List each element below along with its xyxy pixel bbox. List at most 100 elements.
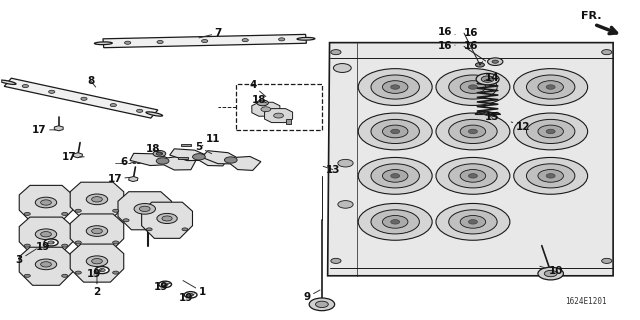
Text: 16: 16 <box>464 41 479 52</box>
Circle shape <box>514 69 588 105</box>
Polygon shape <box>181 144 191 146</box>
Circle shape <box>61 244 68 247</box>
Ellipse shape <box>146 112 163 116</box>
Circle shape <box>113 241 119 244</box>
Circle shape <box>75 209 81 212</box>
Text: 16: 16 <box>438 41 455 51</box>
Circle shape <box>113 271 119 274</box>
Circle shape <box>391 220 399 224</box>
Circle shape <box>383 125 408 138</box>
Circle shape <box>182 228 188 231</box>
Circle shape <box>338 159 353 167</box>
Circle shape <box>92 197 102 202</box>
Circle shape <box>538 125 563 138</box>
Circle shape <box>153 150 166 157</box>
Circle shape <box>468 220 477 224</box>
Circle shape <box>161 219 166 222</box>
Circle shape <box>225 157 237 163</box>
Circle shape <box>113 209 119 212</box>
Circle shape <box>449 119 497 143</box>
Text: 19: 19 <box>179 293 195 303</box>
Polygon shape <box>118 192 172 230</box>
Circle shape <box>86 256 108 267</box>
Text: 18: 18 <box>252 95 267 105</box>
Circle shape <box>81 97 87 100</box>
Polygon shape <box>178 157 188 159</box>
Polygon shape <box>130 153 196 170</box>
Polygon shape <box>19 217 73 255</box>
Circle shape <box>316 301 328 308</box>
Circle shape <box>333 64 351 72</box>
Text: 8: 8 <box>87 76 96 87</box>
Polygon shape <box>264 108 292 123</box>
Polygon shape <box>54 126 63 131</box>
Circle shape <box>468 129 477 134</box>
Circle shape <box>546 174 555 178</box>
Circle shape <box>538 81 563 93</box>
Circle shape <box>436 113 510 150</box>
Polygon shape <box>202 151 261 171</box>
Text: 2: 2 <box>93 268 100 297</box>
Circle shape <box>358 113 432 150</box>
Circle shape <box>492 60 499 63</box>
Circle shape <box>371 210 419 234</box>
Ellipse shape <box>297 37 315 40</box>
Text: 1: 1 <box>183 281 205 297</box>
Text: 19: 19 <box>154 282 170 292</box>
Circle shape <box>468 174 477 178</box>
Polygon shape <box>4 78 158 118</box>
Text: 6: 6 <box>121 156 140 167</box>
Circle shape <box>449 75 497 99</box>
Circle shape <box>449 210 497 234</box>
Text: 5: 5 <box>195 142 212 154</box>
Text: 13: 13 <box>323 164 340 174</box>
Circle shape <box>48 241 54 244</box>
Text: 19: 19 <box>36 242 54 252</box>
Circle shape <box>460 215 486 228</box>
Polygon shape <box>129 177 138 181</box>
Circle shape <box>309 298 335 311</box>
Circle shape <box>125 41 131 44</box>
Circle shape <box>193 154 205 160</box>
Circle shape <box>383 81 408 93</box>
Polygon shape <box>286 119 291 124</box>
Polygon shape <box>170 149 229 166</box>
Text: FR.: FR. <box>580 11 601 21</box>
Circle shape <box>147 228 152 231</box>
Circle shape <box>184 292 197 298</box>
Circle shape <box>358 157 432 194</box>
Circle shape <box>527 75 575 99</box>
Circle shape <box>391 85 399 89</box>
Circle shape <box>460 125 486 138</box>
Polygon shape <box>328 43 613 276</box>
Circle shape <box>95 267 109 274</box>
Circle shape <box>602 258 612 263</box>
Circle shape <box>75 271 81 274</box>
Circle shape <box>527 119 575 143</box>
Circle shape <box>538 267 563 280</box>
Circle shape <box>22 84 28 88</box>
Circle shape <box>92 259 102 264</box>
Circle shape <box>481 76 494 82</box>
Text: 18: 18 <box>146 144 162 154</box>
Circle shape <box>49 90 55 93</box>
Circle shape <box>338 201 353 208</box>
Circle shape <box>202 39 208 43</box>
Text: 4: 4 <box>250 80 266 97</box>
Circle shape <box>156 152 163 155</box>
Circle shape <box>371 75 419 99</box>
Circle shape <box>391 174 399 178</box>
Circle shape <box>44 239 58 246</box>
Circle shape <box>358 69 432 105</box>
Circle shape <box>514 157 588 194</box>
Circle shape <box>460 81 486 93</box>
Circle shape <box>436 69 510 105</box>
Circle shape <box>476 73 499 85</box>
Circle shape <box>123 219 129 222</box>
Circle shape <box>391 129 399 134</box>
Circle shape <box>476 63 484 67</box>
Text: 16: 16 <box>464 28 479 38</box>
Circle shape <box>331 50 341 55</box>
Text: 1624E1201: 1624E1201 <box>565 297 607 306</box>
Circle shape <box>383 215 408 228</box>
